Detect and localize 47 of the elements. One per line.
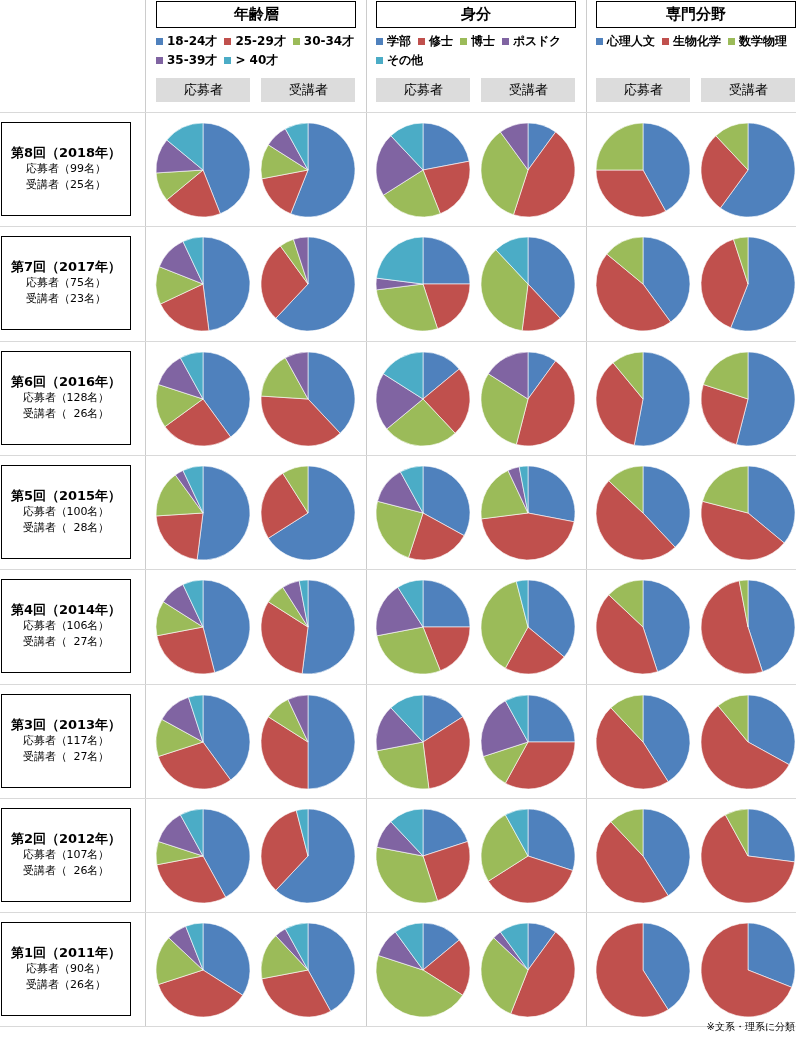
legend-label: その他: [387, 52, 423, 69]
legend-label: 30-34才: [303, 33, 355, 50]
legend-title: 身分: [376, 1, 576, 28]
legend-title: 年齢層: [156, 1, 356, 28]
slice-label: 受講者: [261, 78, 355, 102]
legend-label: 35-39才: [167, 52, 218, 69]
legend-label: 生物化学: [673, 33, 721, 50]
text: 受講者（23名）: [26, 291, 106, 308]
text: 応募者（90名）: [26, 961, 106, 978]
legend-label: 数学物理: [739, 33, 787, 50]
text: ※文系・理系に分類: [705, 1020, 795, 1034]
legend-label: > 40才: [235, 52, 279, 69]
text: 応募者（117名）: [22, 732, 110, 749]
legend-title: 専門分野: [596, 1, 796, 28]
legend-label: ポスドク: [513, 33, 561, 50]
legend-label: 心理人文: [607, 33, 655, 50]
text: 第3回（2013年）: [10, 716, 122, 733]
text: 第6回（2016年）: [10, 373, 122, 390]
slice-label: 受講者: [701, 78, 795, 102]
text: 受講者（ 27名）: [22, 634, 110, 651]
text: 応募者（106名）: [22, 618, 110, 635]
text: 受講者（ 27名）: [22, 748, 110, 765]
text: 受講者（26名）: [26, 977, 106, 994]
legend-label: 学部: [387, 33, 411, 50]
legend-label: 25-29才: [235, 33, 286, 50]
text: 受講者（ 26名）: [22, 862, 110, 879]
slice-label: 応募者: [156, 78, 250, 102]
legend-label: 博士: [471, 33, 495, 50]
text: 第4回（2014年）: [10, 602, 122, 619]
text: 応募者（107名）: [22, 846, 110, 863]
legend-label: 18-24才: [167, 33, 218, 50]
text: 第2回（2012年）: [10, 830, 122, 847]
text: 受講者（ 26名）: [22, 405, 110, 422]
text: 受講者（25名）: [26, 177, 106, 193]
text: 第5回（2015年）: [10, 487, 122, 504]
text: 第7回（2017年）: [10, 259, 122, 276]
slice-label: 応募者: [376, 78, 470, 102]
text: 受講者（ 28名）: [22, 519, 110, 536]
legend-label: 修士: [429, 33, 453, 50]
text: 応募者（99名）: [26, 161, 106, 177]
text: 応募者（75名）: [26, 275, 106, 292]
text: 第1回（2011年）: [10, 945, 122, 962]
text: 第8回（2018年）: [10, 145, 122, 161]
text: 応募者（128名）: [22, 389, 110, 406]
slice-label: 受講者: [481, 78, 575, 102]
text: 応募者（100名）: [22, 503, 110, 520]
slice-label: 応募者: [596, 78, 690, 102]
